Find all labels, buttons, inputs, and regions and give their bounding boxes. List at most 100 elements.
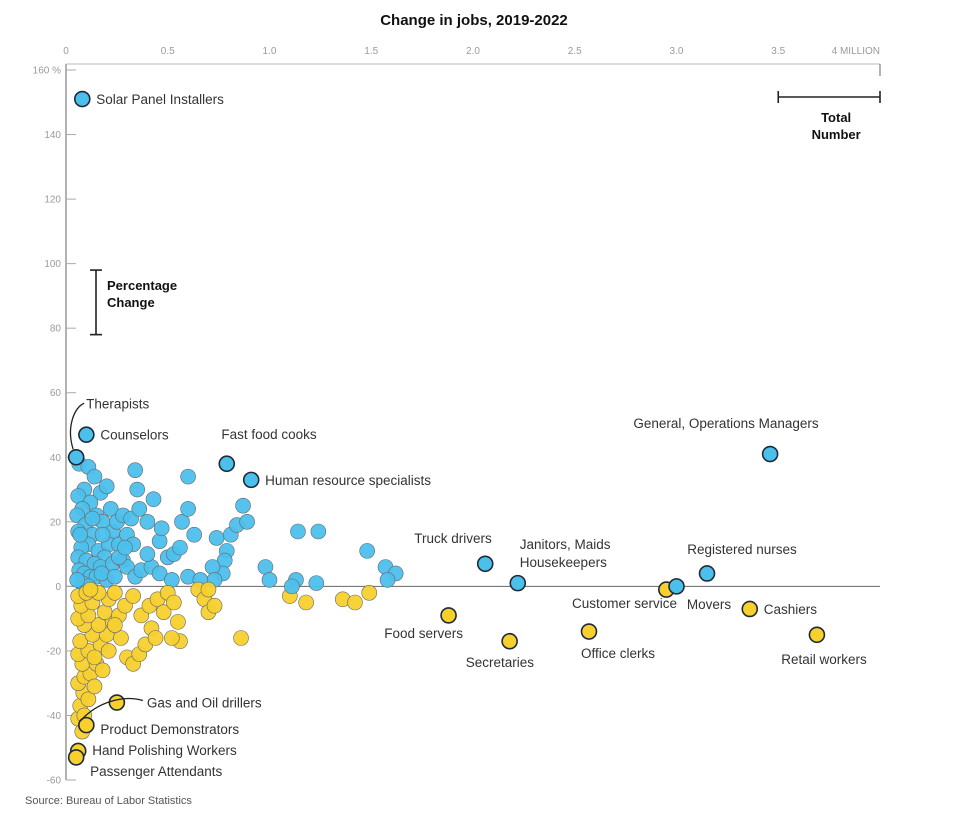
x-tick-label: 3.5 — [771, 46, 785, 57]
label-retail-workers: Retail workers — [781, 652, 867, 667]
data-point — [100, 643, 117, 659]
label-customer-service: Customer service — [572, 596, 677, 611]
x-tick-label: 0 — [63, 46, 69, 57]
data-point — [180, 501, 196, 517]
label-janitors-maids-housekeepers: Housekeepers — [520, 555, 607, 570]
y-tick-label: 60 — [50, 388, 62, 399]
percent-key-label: Change — [107, 295, 155, 310]
data-point — [69, 572, 85, 588]
data-point — [235, 497, 251, 514]
highlighted-point — [509, 574, 527, 592]
data-point — [233, 630, 249, 646]
x-tick-label: 4 MILLION — [832, 46, 880, 57]
data-point — [86, 468, 103, 485]
highlighted-point — [580, 623, 598, 640]
y-tick-label: 120 — [44, 195, 61, 206]
y-tick-label: 160 % — [33, 66, 61, 77]
label-food-servers: Food servers — [384, 626, 463, 641]
data-point — [166, 594, 182, 611]
y-tick-label: -40 — [47, 711, 62, 722]
y-tick-label: -60 — [47, 776, 62, 787]
data-point — [151, 533, 168, 549]
x-tick-label: 2.5 — [568, 46, 582, 57]
label-cashiers: Cashiers — [764, 602, 818, 617]
label-gas-and-oil-drillers: Gas and Oil drillers — [147, 696, 262, 711]
data-point — [127, 462, 143, 478]
data-point — [261, 572, 278, 588]
data-point — [107, 568, 123, 585]
data-point — [113, 630, 129, 646]
legend-keys: Total Number Percentage Change — [90, 91, 881, 336]
highlighted-point — [108, 694, 126, 711]
highlighted-point — [67, 448, 85, 466]
highlighted-point — [501, 632, 518, 650]
gas-oil-callout-line — [80, 697, 144, 721]
label-human-resource-specialists: Human resource specialists — [265, 473, 431, 488]
size-key-label: Total — [821, 110, 851, 125]
data-point — [131, 501, 148, 517]
label-truck-drivers: Truck drivers — [414, 531, 492, 546]
data-point — [93, 565, 110, 582]
label-therapists: Therapists — [86, 396, 149, 411]
data-point — [86, 678, 103, 695]
data-point — [200, 581, 217, 598]
y-tick-label: 40 — [50, 453, 62, 464]
data-points — [69, 455, 404, 740]
data-point — [153, 520, 170, 537]
label-secretaries: Secretaries — [466, 655, 535, 670]
data-point — [125, 588, 141, 604]
data-point — [139, 514, 156, 530]
data-point — [147, 630, 164, 646]
data-point — [308, 575, 325, 591]
highlighted-point — [440, 607, 457, 624]
data-point — [298, 594, 314, 611]
highlighted-point — [476, 555, 494, 573]
y-tick-label: 100 — [44, 259, 61, 270]
data-point — [151, 565, 168, 582]
data-point — [290, 523, 306, 540]
x-tick-label: 1.0 — [263, 46, 277, 57]
highlighted-point — [668, 578, 685, 595]
x-tick-label: 3.0 — [670, 46, 684, 57]
data-point — [129, 481, 146, 498]
data-point — [186, 526, 203, 543]
percent-key-label: Percentage — [107, 278, 177, 293]
label-registered-nurses: Registered nurses — [687, 542, 797, 557]
data-point — [174, 514, 190, 530]
highlighted-point — [741, 600, 759, 618]
highlighted-point — [67, 749, 85, 766]
label-janitors-maids-housekeepers: Janitors, Maids — [520, 537, 611, 552]
label-general-operations-managers: General, Operations Managers — [633, 416, 819, 431]
data-point — [117, 539, 133, 556]
data-point — [180, 468, 196, 485]
data-point — [86, 649, 103, 666]
data-point — [239, 514, 255, 530]
data-point — [94, 662, 111, 679]
label-hand-polishing-workers: Hand Polishing Workers — [92, 743, 237, 758]
data-point — [347, 594, 363, 611]
x-tick-label: 0.5 — [161, 46, 175, 57]
y-tick-label: -20 — [47, 646, 62, 657]
data-point — [208, 530, 225, 546]
data-point — [72, 633, 89, 650]
highlighted-point — [78, 426, 95, 443]
x-tick-label: 2.0 — [466, 46, 480, 57]
chart-title: Change in jobs, 2019-2022 — [380, 12, 568, 29]
data-point — [80, 691, 97, 708]
data-point — [379, 572, 396, 588]
label-office-clerks: Office clerks — [581, 646, 655, 661]
data-point — [284, 578, 300, 595]
data-point — [310, 523, 327, 540]
therapists-callout-line — [69, 402, 85, 450]
label-solar-panel-installers: Solar Panel Installers — [96, 92, 224, 107]
data-point — [359, 543, 375, 559]
data-point — [102, 501, 119, 517]
data-point — [82, 581, 99, 598]
highlighted-point — [808, 626, 826, 644]
data-point — [94, 526, 111, 543]
label-counselors: Counselors — [100, 428, 169, 443]
data-point — [155, 604, 172, 620]
data-point — [361, 585, 378, 601]
highlighted-points — [67, 90, 826, 766]
